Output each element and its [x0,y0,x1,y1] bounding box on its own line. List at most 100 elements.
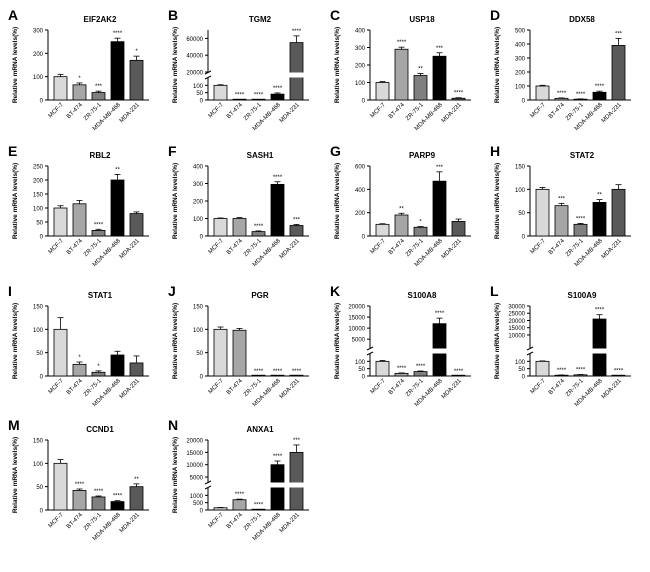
significance-mark: *** [615,31,623,37]
x-tick-label: MCF-7 [208,238,226,256]
panel-i: I STAT1 Relative mRNA levels(%) 0 50 100 150 MC… [8,283,149,408]
bar-bt-474 [72,363,87,377]
x-tick-label: BT-474 [388,238,406,256]
bar-mda-mb-468 [592,91,607,101]
significance-mark: ** [597,193,602,199]
y-tick-label: 300 [33,29,44,35]
bar-mda-mb-468 [110,179,125,237]
panel-title: PARP9 [409,151,436,160]
y-axis-label: Relative mRNA levels(%) [172,27,179,103]
bar-mcf-7 [53,462,68,511]
x-tick-label: MCF-7 [48,238,66,256]
x-tick-label: BT-474 [66,512,84,530]
y-axis-label: Relative mRNA levels(%) [334,303,341,379]
y-tick-label: 0 [522,375,526,381]
bar-zr-75-1 [91,496,106,511]
bar-mcf-7 [53,76,68,101]
y-tick-label: 50 [518,211,525,217]
bar-bt-474 [72,489,87,511]
y-tick-label: 40000 [186,54,203,60]
bar-mda-231 [451,221,466,237]
x-tick-label: MCF-7 [208,378,226,396]
bar-mcf-7 [213,84,228,101]
x-tick-label: MDA-231 [119,102,142,125]
y-tick-label: 400 [355,29,366,35]
bar-break-gap [270,482,285,488]
x-tick-label: BT-474 [548,102,566,120]
x-tick-label: BT-474 [226,512,244,530]
bar-zr-75-1 [251,231,266,237]
y-tick-label: 400 [193,165,204,171]
y-tick-label: 0 [200,375,204,381]
bar-mda-231 [289,374,304,377]
y-tick-label: 0 [522,235,526,241]
bar-bt-474 [72,203,87,237]
significance-mark: **** [254,92,264,98]
bar-mcf-7 [535,85,550,101]
significance-mark: **** [273,175,283,181]
bar-zr-75-1 [91,92,106,101]
panel-d: D DDX58 Relative mRNA levels(%) 0 100 200 300 4… [490,7,631,132]
y-axis-label: Relative mRNA levels(%) [494,303,501,379]
panel-letter: I [8,283,12,299]
y-tick-label: 100 [193,328,204,334]
bar-mcf-7 [535,360,550,377]
y-tick-label: 10000 [186,463,203,469]
panel-letter: G [330,143,341,159]
bar-mda-mb-468 [270,183,285,237]
bar-bt-474 [232,499,247,511]
panel-letter: E [8,143,17,159]
significance-mark: **** [235,92,245,98]
axis-break-mark [204,480,212,485]
y-tick-label: 0 [362,375,366,381]
x-tick-label: BT-474 [226,238,244,256]
significance-mark: **** [94,222,104,228]
y-axis-label: Relative mRNA levels(%) [12,27,19,103]
x-tick-label: MCF-7 [530,378,548,396]
panel-g: G PARP9 Relative mRNA levels(%) 0 200 400 600 M… [330,143,471,268]
panel-letter: H [490,143,500,159]
bar-mcf-7 [535,188,550,237]
x-tick-label: BT-474 [226,378,244,396]
significance-mark: *** [95,84,103,90]
bar-mcf-7 [213,328,228,377]
x-tick-label: MDA-231 [601,102,624,125]
significance-mark: **** [397,366,407,372]
x-tick-label: MDA-231 [279,378,302,401]
y-tick-label: 0 [200,99,204,105]
x-tick-label: MCF-7 [370,238,388,256]
y-tick-label: 25000 [508,312,525,318]
panel-h: H STAT2 Relative mRNA levels(%) 0 50 100 150 MC… [490,143,631,268]
y-axis-label: Relative mRNA levels(%) [334,27,341,103]
bar-bt-474 [232,218,247,237]
bar-zr-75-1 [413,371,428,377]
bar-bt-474 [554,97,569,101]
panel-title: STAT2 [570,151,595,160]
significance-mark: **** [454,91,464,97]
panel-letter: B [168,7,178,23]
y-tick-label: 15000 [348,316,365,322]
y-tick-label: 100 [515,188,526,194]
x-tick-label: BT-474 [388,102,406,120]
y-tick-label: 200 [355,211,366,217]
bar-mda-mb-468 [110,501,125,511]
y-tick-label: 400 [515,43,526,49]
panel-title: STAT1 [88,291,113,300]
panel-c: C USP18 Relative mRNA levels(%) 0 100 200 300 4… [330,7,471,132]
y-tick-label: 150 [33,193,44,199]
y-tick-label: 1000 [190,494,204,500]
x-tick-label: BT-474 [66,378,84,396]
axis-break-mark [366,351,374,356]
y-tick-label: 200 [515,71,526,77]
y-tick-label: 60000 [186,37,203,43]
x-tick-label: BT-474 [66,238,84,256]
y-tick-label: 0 [40,235,44,241]
y-tick-label: 400 [355,188,366,194]
bar-mda-231 [129,59,144,101]
significance-mark: ** [134,477,139,483]
significance-mark: ** [418,66,423,72]
x-tick-label: BT-474 [548,238,566,256]
y-tick-label: 100 [33,328,44,334]
panel-letter: N [168,417,178,433]
